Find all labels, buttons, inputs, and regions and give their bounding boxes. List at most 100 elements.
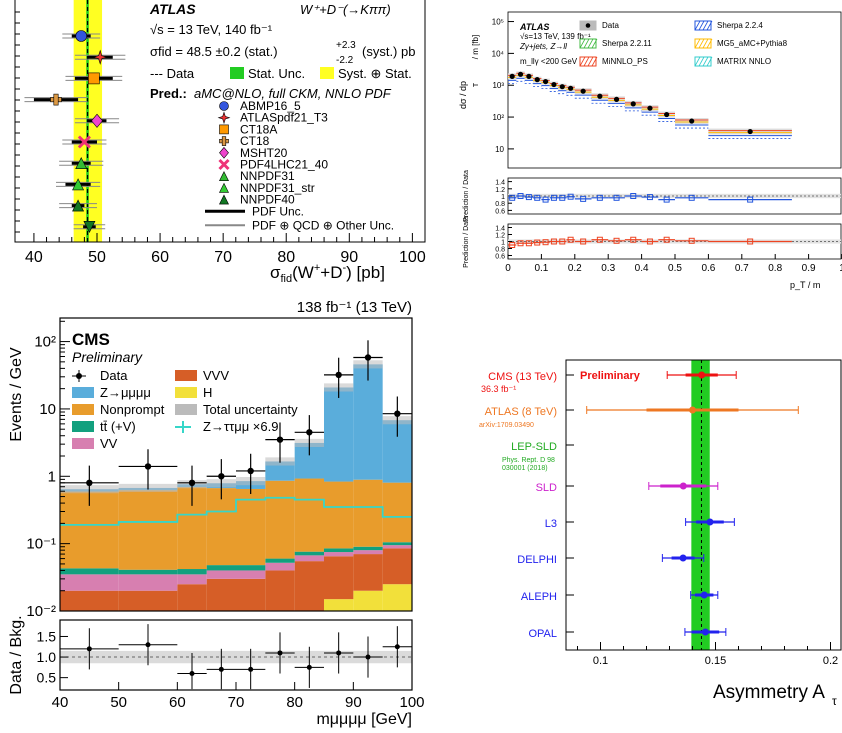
experiment-label: ATLAS (519, 22, 549, 32)
data-point (551, 81, 557, 88)
legend-marker (585, 23, 591, 28)
stack-Nonprompt (118, 490, 178, 570)
legend-hatch (694, 38, 701, 49)
legend-label: Sherpa 2.2.4 (717, 21, 763, 30)
x-tick-label: 60 (151, 249, 169, 266)
legend-total-unc: PDF ⊕ QCD ⊕ Other Unc. (252, 218, 394, 232)
stack-ttV (294, 551, 324, 556)
ratio1-series-marker (550, 194, 557, 201)
stack-ttV (118, 569, 178, 575)
ratio1-series-marker (580, 195, 587, 202)
measurement-label: CMS (13 TeV) (488, 371, 557, 383)
ratio1-series-marker (559, 194, 566, 201)
ratio-tick-label: 0.6 (495, 208, 505, 215)
x-tick-label: 80 (277, 249, 295, 266)
marker-triangle (72, 178, 85, 191)
legend-entry: PDF4LHC21_40 (240, 158, 328, 172)
experiment-label: ATLAS (149, 1, 196, 17)
legend-swatch (72, 421, 94, 432)
stack-Nonprompt (265, 480, 295, 559)
legend-hatch (694, 56, 701, 67)
ratio1-series-marker (688, 194, 695, 201)
ratio-tick-label: 0.6 (495, 254, 505, 261)
legend-entry: NNPDF40 (240, 193, 295, 207)
stack-ttV (236, 565, 266, 571)
legend-hatch (698, 56, 705, 67)
ratio-point (336, 650, 342, 656)
x-axis-label-part: σ (270, 263, 281, 282)
ratio-band (508, 193, 841, 199)
y-axis-label: Events / GeV (8, 347, 25, 442)
panel-a: 40 50 60 70 80 90 100 σfid(W++D-) [pb] ATLAS W⁺+D… (14, 0, 426, 285)
x-tick-label: 0.1 (593, 655, 608, 667)
x-tick-label: 70 (228, 694, 245, 711)
x-tick-label: 0.9 (802, 263, 816, 274)
legend-label: H (203, 385, 212, 400)
legend-hatch (706, 56, 713, 67)
marker-square (219, 124, 229, 135)
ratio2-series-marker (517, 240, 524, 247)
measurement-point (706, 518, 714, 526)
ratio2-series-marker (550, 238, 557, 245)
marker-triangle-down (83, 221, 96, 233)
x-axis-label-part: fid (281, 273, 293, 285)
data-point (247, 467, 254, 475)
legend-label: MiNNLO_PS (602, 57, 648, 66)
ratio2-series-marker (534, 239, 541, 246)
x-tick-label: 0.6 (701, 263, 715, 274)
y-tick-label: 10³ (492, 81, 504, 90)
legend-swatch (175, 404, 197, 415)
ratio1-series-marker (534, 194, 541, 201)
ratio-point (145, 642, 151, 648)
ratio-band (508, 239, 841, 244)
data-point (689, 118, 695, 124)
data-point (542, 78, 549, 85)
ratio-point (86, 646, 92, 652)
data-point (306, 429, 313, 436)
ratio1-series-marker (525, 194, 532, 201)
measurement-sub: 36.3 fb⁻¹ (481, 384, 516, 394)
legend-syst-swatch (320, 67, 334, 79)
stack-VVV (265, 570, 295, 611)
measurement-point (689, 406, 696, 414)
x-tick-label: 0.5 (668, 263, 682, 274)
x-axis-label-part: - (343, 262, 347, 274)
measurement-label: L3 (545, 518, 557, 530)
stack-ttV (177, 569, 207, 575)
measurement-label: ALEPH (521, 591, 557, 603)
preliminary-label: Preliminary (580, 370, 641, 382)
prediction-point (65, 72, 123, 85)
legend-swatch (72, 438, 94, 449)
data-point (647, 105, 653, 111)
prediction-point (56, 178, 101, 191)
stack-VV (353, 550, 383, 555)
y-tick-label: 10² (34, 334, 56, 351)
legend-label: VVV (203, 368, 229, 383)
marker-triangle (75, 157, 88, 169)
measurement-point (700, 591, 708, 599)
ratio1-series-marker (542, 196, 549, 203)
stack-Nonprompt (353, 479, 383, 547)
marker-square (88, 72, 100, 85)
legend-stat-swatch (230, 67, 244, 79)
stack-ttV (265, 558, 295, 563)
stack-Nonprompt (294, 478, 324, 552)
ratio2-series-marker (567, 236, 574, 243)
x-axis-label: p_T / m (790, 280, 820, 290)
data-point (664, 111, 670, 118)
y-tick-label: 10² (492, 113, 504, 122)
legend-entry: CT18A (240, 122, 277, 136)
info-line: Zγ+jets, Z→ll (519, 42, 567, 51)
legend-stat: Stat. Unc. (248, 66, 305, 81)
marker-triangle (219, 171, 229, 181)
ratio1-series-marker (747, 196, 754, 203)
prediction-point (59, 199, 97, 212)
panel-c: 10⁻² 10⁻¹ 1 10 10² Events / GeV 138 fb⁻¹ (13 T… (8, 299, 425, 728)
marker-triangle (219, 194, 229, 205)
legend-hatch (706, 38, 713, 49)
channel-label: W⁺+D⁻(→Kππ) (300, 2, 391, 17)
x-tick-label: 70 (214, 249, 232, 266)
legend-pdf-unc: PDF Unc. (252, 204, 304, 218)
data-point (534, 77, 540, 83)
frame-main (59, 317, 413, 612)
